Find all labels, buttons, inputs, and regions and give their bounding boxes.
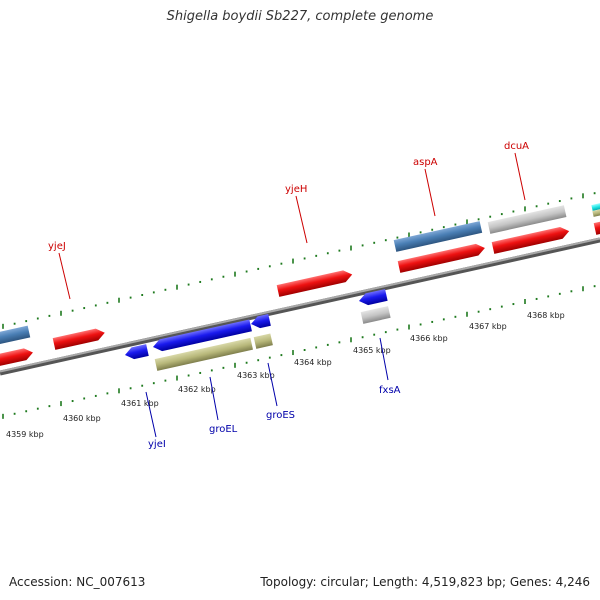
feature-aspA-steel[interactable]	[393, 221, 483, 252]
position-label: 4360 kbp	[63, 414, 101, 423]
forward-strand-features	[0, 202, 600, 368]
feature-groES-olive[interactable]	[253, 333, 273, 349]
gene-label-groES[interactable]: groES	[266, 410, 295, 421]
position-label: 4362 kbp	[178, 385, 216, 394]
backbone	[0, 237, 600, 376]
gene-labels-bottom: yjeI groEL groES fxsA	[145, 337, 401, 450]
feature-aspA[interactable]	[397, 242, 487, 273]
leader-line	[145, 391, 157, 438]
feature-steel-left[interactable]	[0, 325, 31, 347]
position-label: 4361 kbp	[121, 399, 159, 408]
accession-label: Accession: NC_007613	[9, 575, 146, 589]
leader-line	[379, 337, 389, 381]
leader-line	[514, 152, 526, 201]
position-label: 4364 kbp	[294, 358, 332, 367]
feature-fxsA-gray[interactable]	[360, 306, 391, 324]
position-label: 4363 kbp	[237, 371, 275, 380]
gene-label-yjeJ[interactable]: yjeJ	[48, 241, 66, 252]
reverse-strand-features	[124, 289, 391, 371]
leader-line	[58, 252, 71, 300]
gene-label-dcuA[interactable]: dcuA	[504, 141, 529, 152]
genome-stats: Topology: circular; Length: 4,519,823 bp…	[260, 575, 590, 589]
leader-line	[209, 376, 219, 421]
feature-groEL-olive[interactable]	[154, 337, 253, 371]
gene-label-yjeI[interactable]: yjeI	[148, 439, 166, 450]
gene-labels-top: yjeJ yjeH aspA dcuA	[48, 141, 529, 300]
feature-dcuA-gray[interactable]	[487, 205, 567, 234]
feature-groES[interactable]	[250, 314, 271, 330]
feature-yjeJ[interactable]	[52, 327, 106, 350]
leader-line	[267, 362, 278, 407]
position-label: 4368 kbp	[527, 311, 565, 320]
feature-dcuA[interactable]	[491, 225, 571, 254]
position-label: 4359 kbp	[6, 430, 44, 439]
leader-line	[295, 195, 308, 244]
scale-ticks-top	[2, 192, 596, 329]
feature-yjeH[interactable]	[276, 269, 354, 297]
feature-edge-cyan[interactable]	[591, 202, 600, 211]
gene-label-aspA[interactable]: aspA	[413, 157, 438, 168]
feature-yjeI[interactable]	[124, 344, 149, 361]
position-label: 4367 kbp	[469, 322, 507, 331]
gene-label-fxsA[interactable]: fxsA	[379, 385, 401, 396]
position-label: 4365 kbp	[353, 346, 391, 355]
feature-fxsA[interactable]	[358, 289, 388, 307]
feature-red-left[interactable]	[0, 347, 34, 368]
position-labels: 4359 kbp 4360 kbp 4361 kbp 4362 kbp 4363…	[6, 311, 565, 439]
feature-edge-red[interactable]	[593, 220, 600, 235]
scale-ticks-bottom	[2, 285, 596, 419]
gene-label-groEL[interactable]: groEL	[209, 424, 238, 435]
feature-edge-olive[interactable]	[592, 208, 600, 217]
leader-line	[424, 168, 436, 217]
map-title: Shigella boydii Sb227, complete genome	[166, 9, 434, 24]
gene-label-yjeH[interactable]: yjeH	[285, 184, 307, 195]
position-label: 4366 kbp	[410, 334, 448, 343]
feature-groEL[interactable]	[152, 319, 252, 352]
